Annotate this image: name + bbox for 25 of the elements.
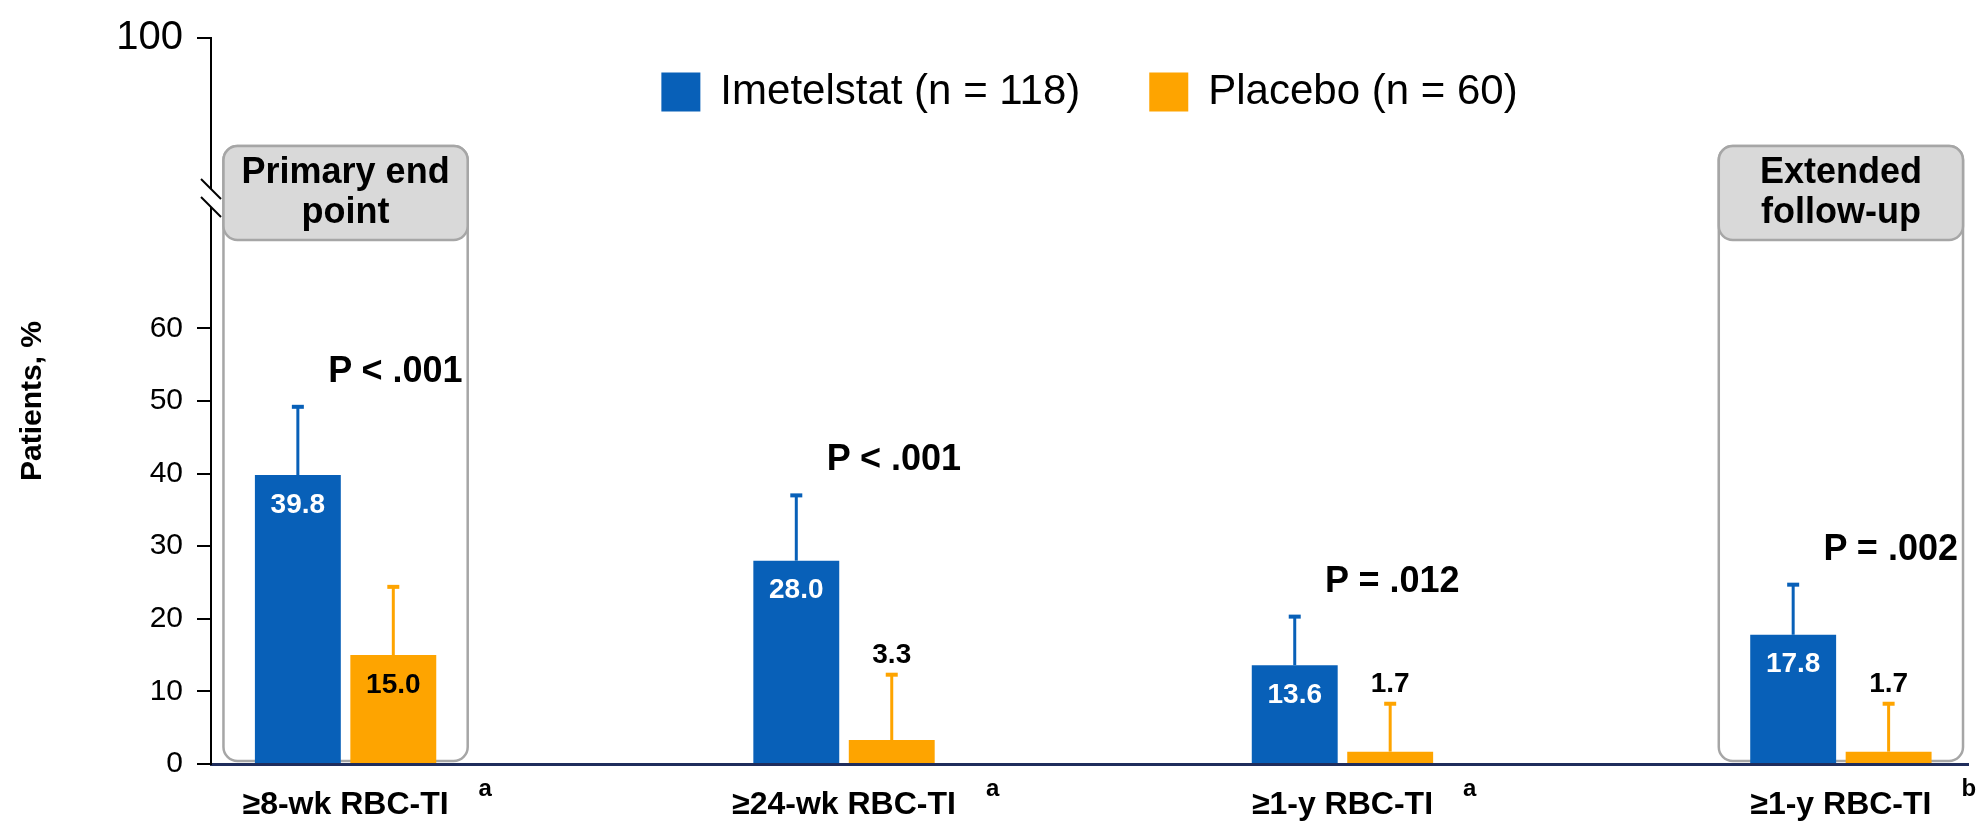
y-tick-label: 30 <box>149 527 183 561</box>
legend-label: Placebo (n = 60) <box>1208 65 1518 113</box>
y-tick-label: 0 <box>166 745 183 779</box>
y-tick-label: 10 <box>149 672 183 706</box>
y-tick-label: 100 <box>116 13 183 58</box>
data-label: 39.8 <box>270 487 326 519</box>
y-tick-label: 60 <box>149 309 183 343</box>
y-axis-title: Patients, % <box>14 320 48 482</box>
data-label: 1.7 <box>1370 667 1410 699</box>
annotation: P = .012 <box>1325 558 1460 600</box>
data-label: 15.0 <box>366 667 421 699</box>
data-label: 28.0 <box>769 573 824 605</box>
annotation: P < .001 <box>328 348 463 390</box>
legend-label: Imetelstat (n = 118) <box>720 65 1081 113</box>
data-label: 3.3 <box>872 638 912 670</box>
y-tick-label: 40 <box>149 454 183 488</box>
band-label: Primary end point <box>241 149 450 231</box>
band-label: Extended follow-up <box>1759 149 1922 231</box>
annotation: P = .002 <box>1823 526 1958 568</box>
y-tick-label: 20 <box>149 600 183 634</box>
data-label: 1.7 <box>1869 667 1909 699</box>
data-label: 13.6 <box>1267 677 1322 709</box>
annotation: P < .001 <box>826 437 962 479</box>
data-label: 17.8 <box>1765 647 1821 679</box>
y-tick-label: 50 <box>149 382 183 416</box>
